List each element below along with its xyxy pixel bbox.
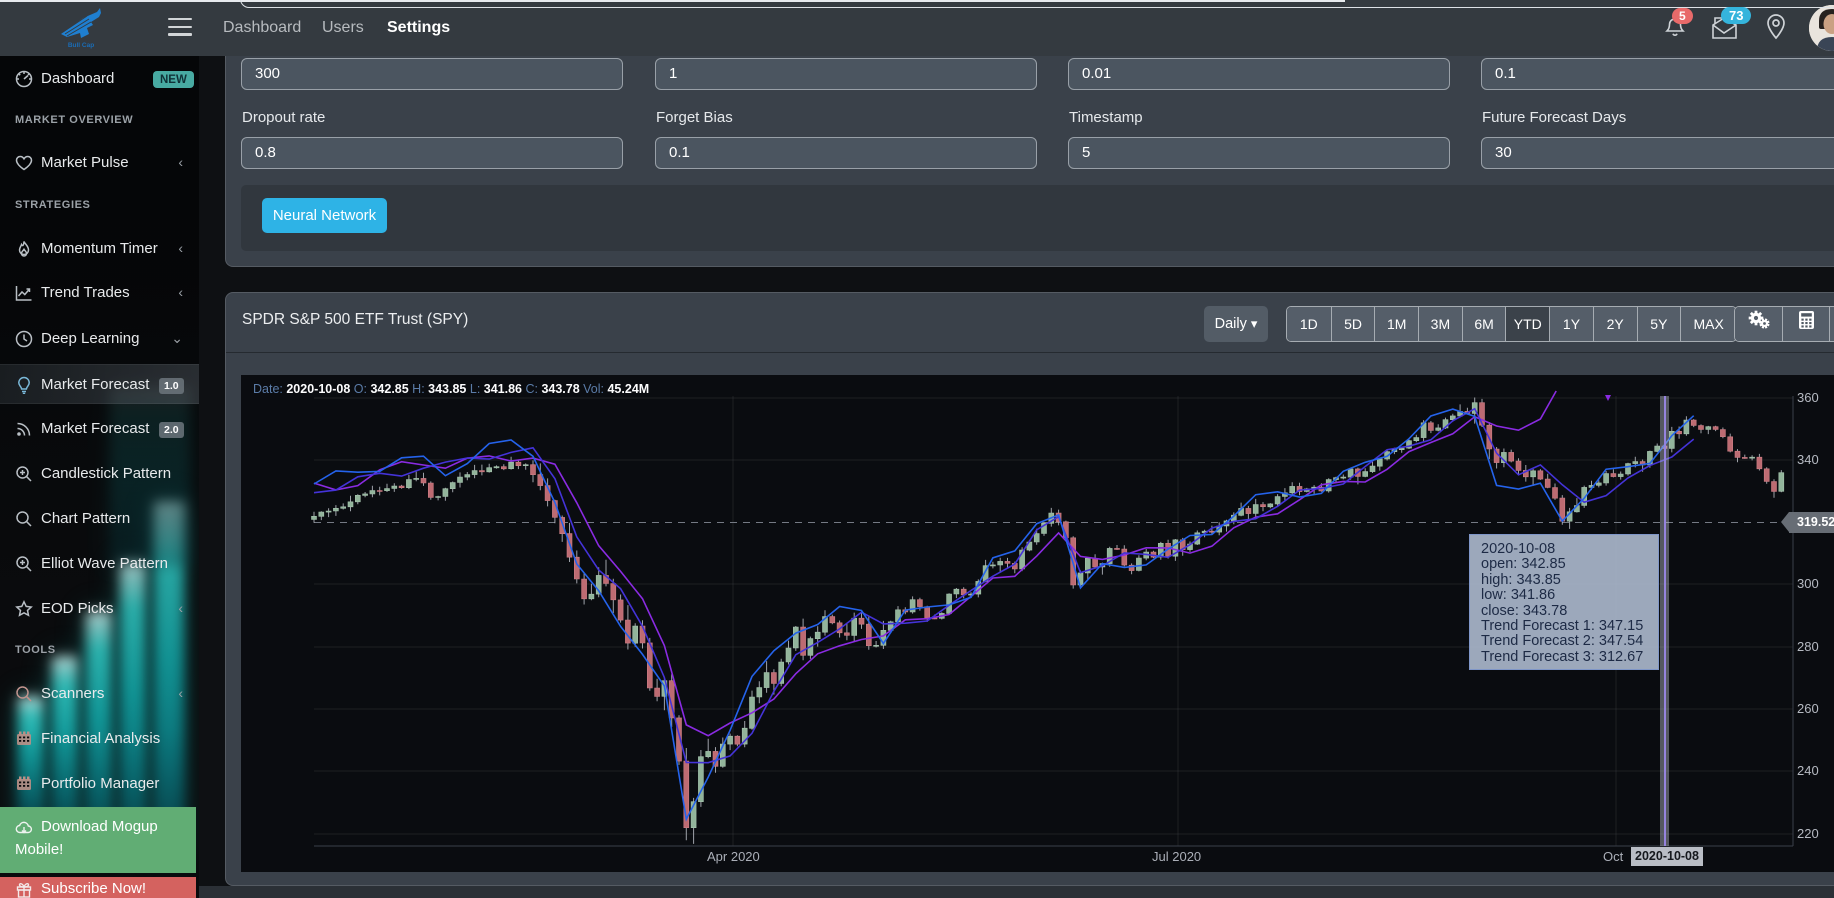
svg-text:Bull Cap: Bull Cap [68,42,94,49]
